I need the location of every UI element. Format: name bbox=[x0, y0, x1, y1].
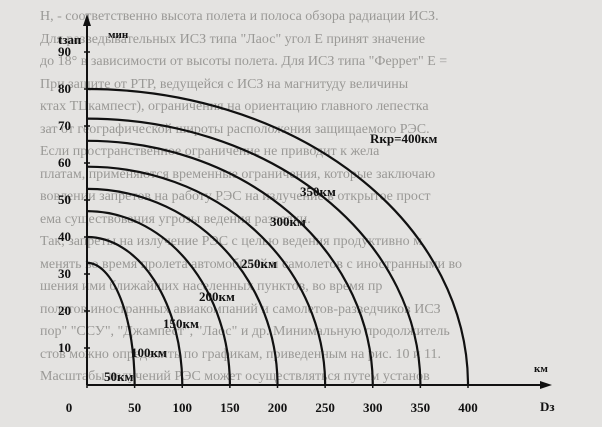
background-text-line: ктах ТЦкампест), ограничения на ориентац… bbox=[40, 99, 429, 114]
background-text-line: пор" "ССУ", "Джампест", "Лаос" и др. Мин… bbox=[40, 324, 450, 339]
y-tick-label: 50 bbox=[58, 192, 71, 207]
y-tick-label: 30 bbox=[58, 266, 71, 281]
y-axis-unit: мин bbox=[108, 29, 129, 41]
background-text-line: ема существования угрозы ведения разведк… bbox=[40, 211, 311, 227]
curve-100km bbox=[86, 235, 184, 386]
curve-label-200km: 200км bbox=[199, 289, 235, 304]
x-tick-label: 150 bbox=[220, 400, 240, 415]
y-tick-label: 40 bbox=[58, 229, 71, 244]
background-text-line: Если пространственное ограничение не при… bbox=[40, 144, 380, 159]
x-tick-label: 350 bbox=[411, 400, 431, 415]
curve-label-350km: 350км bbox=[300, 184, 336, 199]
background-text-line: При защите от РТР, ведущейся с ИСЗ на ма… bbox=[40, 76, 409, 92]
x-axis-label: Dз bbox=[540, 399, 555, 414]
x-tick-label: 50 bbox=[128, 400, 141, 415]
x-tick-label: 100 bbox=[173, 400, 193, 415]
curve-label-400km: Rкр=400км bbox=[370, 131, 438, 146]
y-tick-label: 90 bbox=[58, 44, 71, 59]
x-tick-label: 300 bbox=[363, 400, 383, 415]
x-tick-label: 250 bbox=[315, 400, 335, 415]
curve-label-300km: 300км bbox=[270, 214, 306, 229]
curve-200km bbox=[86, 187, 279, 386]
background-text-line: стов можно определить по графикам, приве… bbox=[40, 346, 441, 362]
y-tick-label: 80 bbox=[58, 81, 71, 96]
background-text-line: вовлении запретов на работу РЭС на излуч… bbox=[40, 189, 431, 204]
y-tick-label: 70 bbox=[58, 118, 71, 133]
background-text-line: Масштабы излучений РЭС может осуществлят… bbox=[40, 369, 430, 384]
y-tick-label: 60 bbox=[58, 155, 71, 170]
background-text-line: Н, - соответственно высота полета и поло… bbox=[40, 9, 439, 24]
curve-label-250km: 250км bbox=[241, 256, 277, 271]
background-text-line: платам, применяются временные ограничени… bbox=[40, 166, 436, 182]
x-tick-label: 400 bbox=[458, 400, 478, 415]
background-text-line: полетов иностранных авиакомпаний и самол… bbox=[40, 301, 441, 317]
curve-250km bbox=[86, 165, 327, 386]
curve-150km bbox=[86, 210, 231, 386]
x-axis-arrow bbox=[540, 381, 552, 389]
x-tick-label: 200 bbox=[268, 400, 288, 415]
x-tick-label: 0 bbox=[66, 400, 73, 415]
x-axis-unit: км bbox=[534, 363, 548, 375]
y-axis-label: tзап bbox=[58, 32, 82, 47]
curve-50km bbox=[86, 261, 136, 386]
background-text-line: Так, запреты на излучение РЭС с целью ве… bbox=[40, 234, 423, 249]
background-text-line: зат от географической широты расположени… bbox=[40, 121, 430, 137]
curve-label-50km: 50км bbox=[104, 369, 133, 384]
y-tick-label: 10 bbox=[58, 340, 71, 355]
background-text-line: Для разведывательных ИСЗ типа "Лаос" уго… bbox=[40, 31, 426, 47]
y-tick-label: 20 bbox=[58, 303, 71, 318]
y-axis-arrow bbox=[83, 14, 91, 26]
curve-label-150km: 150км bbox=[163, 316, 199, 331]
curve-350km bbox=[86, 117, 422, 386]
background-text-line: до 18° в зависимости от высоты полета. Д… bbox=[40, 54, 448, 69]
curve-300km bbox=[86, 139, 374, 386]
curve-400km bbox=[86, 87, 470, 386]
curve-label-100km: 100км bbox=[131, 345, 167, 360]
